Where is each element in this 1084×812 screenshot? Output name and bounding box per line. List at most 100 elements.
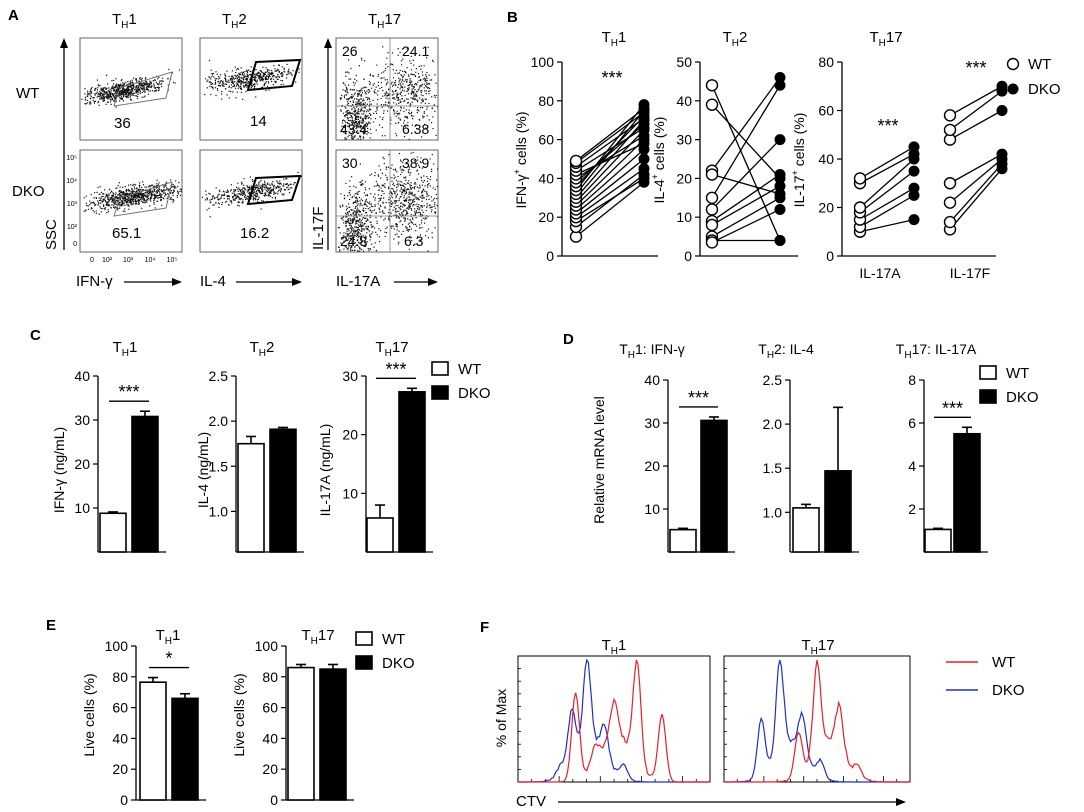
a-dot xyxy=(282,72,284,74)
a-dot xyxy=(163,185,165,187)
a-dot xyxy=(147,192,149,194)
a-dots-th17-wt xyxy=(339,46,439,140)
a-dot xyxy=(365,211,368,214)
a-dot xyxy=(390,167,392,169)
a-dot xyxy=(346,211,349,213)
a-dot xyxy=(117,207,119,209)
a-dot xyxy=(345,223,347,225)
a-dot xyxy=(259,80,261,82)
a-dot xyxy=(256,74,258,76)
a-dot xyxy=(144,194,146,197)
a-dot xyxy=(118,203,120,205)
a-dot xyxy=(228,97,230,99)
a-dot xyxy=(348,123,351,125)
a-dot xyxy=(349,222,352,224)
a-dot xyxy=(136,91,138,94)
a-dot xyxy=(404,193,406,195)
a-dot xyxy=(230,87,232,89)
a-dot xyxy=(145,82,147,84)
a-dot xyxy=(263,183,265,186)
a-dot xyxy=(409,186,411,188)
a-dot xyxy=(410,93,412,95)
a-dot xyxy=(432,187,434,189)
a-dot xyxy=(135,92,137,94)
a-dot xyxy=(119,196,121,198)
e-1-wt-bar xyxy=(287,666,315,801)
a-dot xyxy=(388,209,390,211)
a-dot xyxy=(113,193,115,195)
a-dot xyxy=(353,234,355,236)
a-dot xyxy=(240,88,242,90)
b-th1-pair-line xyxy=(575,115,645,187)
a-dot xyxy=(208,76,210,78)
a-dot xyxy=(419,224,421,226)
a-dot xyxy=(236,69,238,71)
a-dot xyxy=(278,64,280,67)
a-dot xyxy=(217,196,219,198)
a-dot xyxy=(422,78,424,80)
a-dot xyxy=(415,212,417,214)
a-dot xyxy=(287,71,289,73)
a-dot xyxy=(129,190,131,192)
a-dot xyxy=(132,192,134,194)
a-dot xyxy=(406,117,409,119)
a-dot xyxy=(356,113,358,115)
a-dot xyxy=(363,130,365,132)
a-dot xyxy=(392,182,395,184)
a-dot xyxy=(252,192,255,194)
a-dot xyxy=(358,99,360,101)
a-dot xyxy=(128,188,130,191)
a-dot xyxy=(117,194,120,196)
a-dot xyxy=(173,189,175,191)
a-dot xyxy=(409,199,411,201)
a-dot xyxy=(350,136,352,138)
a-dot xyxy=(431,206,433,208)
a-dot xyxy=(123,95,125,97)
a-dot xyxy=(245,197,247,199)
a-dot xyxy=(372,121,375,123)
a-dot xyxy=(421,209,423,211)
a-dot xyxy=(106,101,109,103)
a-dot xyxy=(411,111,413,113)
a-dot xyxy=(351,119,353,121)
a-dot xyxy=(339,232,341,234)
d-2-y-tick-label: 6 xyxy=(908,415,916,431)
a-dot xyxy=(122,195,124,197)
a-dot xyxy=(277,181,279,183)
b-th1-dko-point xyxy=(638,153,650,165)
a-dot xyxy=(357,250,359,252)
a-dot xyxy=(347,247,349,249)
a-dot xyxy=(390,202,392,204)
a-dot xyxy=(253,197,255,199)
a-dot xyxy=(362,119,364,121)
a-dot xyxy=(346,116,348,119)
a-dot xyxy=(249,188,251,190)
a-dot xyxy=(157,89,160,92)
a-dot xyxy=(129,95,131,97)
a-dot xyxy=(240,198,242,200)
a-dot xyxy=(161,190,163,193)
a-dot xyxy=(255,96,257,98)
a-dot xyxy=(158,187,160,189)
a-dot xyxy=(243,178,245,180)
a-dot xyxy=(165,181,168,183)
a-dot xyxy=(100,207,102,209)
a-dot xyxy=(171,192,174,194)
a-dot xyxy=(369,233,371,235)
a-dot xyxy=(427,83,429,85)
a-dot xyxy=(397,99,399,101)
a-dot xyxy=(237,68,240,70)
a-dot xyxy=(112,87,114,90)
a-dot xyxy=(411,217,414,219)
a-dot xyxy=(102,198,104,200)
a-dot xyxy=(129,85,131,88)
a-dot xyxy=(159,192,161,195)
a-dot xyxy=(239,199,241,201)
a-dot xyxy=(270,187,272,189)
a-dot xyxy=(360,125,362,127)
a-dot xyxy=(117,84,120,86)
a-dot xyxy=(416,127,418,130)
a-dot xyxy=(426,206,428,209)
